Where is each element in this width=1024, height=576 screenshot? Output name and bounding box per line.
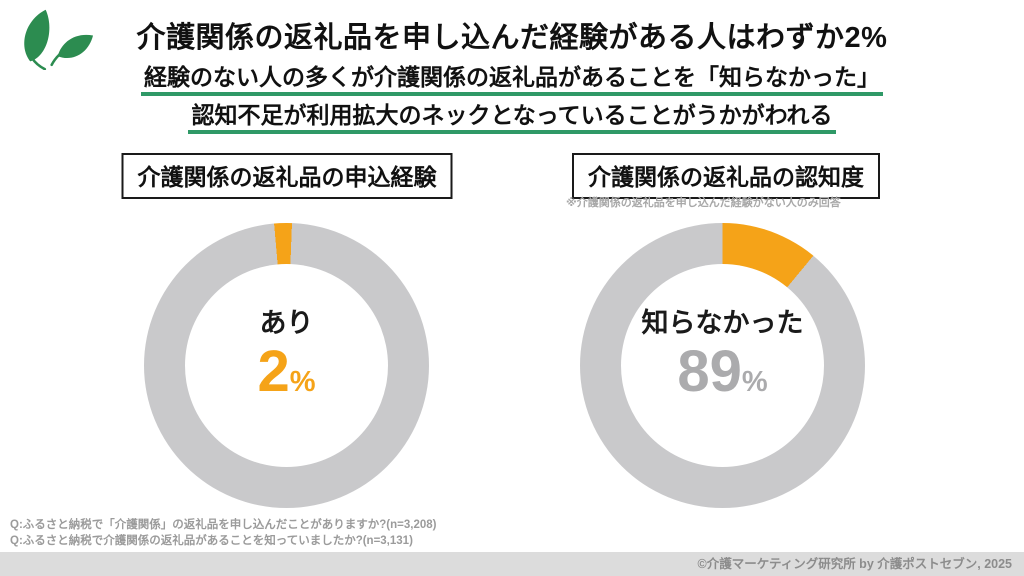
- survey-question-1: Q:ふるさと納税で「介護関係」の返礼品を申し込んだことがありますか?(n=3,2…: [10, 519, 437, 531]
- donut-center-label: 知らなかった: [641, 308, 804, 338]
- donut-chart-awareness: [580, 223, 865, 508]
- donut-center-unit: %: [289, 366, 316, 398]
- chart-title-application-experience: 介護関係の返礼品の申込経験: [121, 153, 453, 199]
- leaf-large-stem: [30, 56, 47, 70]
- page-subtitle: 経験のない人の多くが介護関係の返礼品があることを「知らなかった」 認知不足が利用…: [0, 63, 1024, 139]
- donut-center-value: 2: [257, 339, 290, 404]
- donut-center-value-wrap: 89%: [677, 340, 767, 419]
- subtitle-line-2: 認知不足が利用拡大のネックとなっていることがうかがわれる: [0, 101, 1024, 134]
- donut-center-unit: %: [741, 366, 768, 398]
- chart-title-awareness: 介護関係の返礼品の認知度: [572, 153, 880, 199]
- donut-center-label: あり: [259, 308, 314, 338]
- chart-note-awareness: ※介護関係の返礼品を申し込んだ経験がない人のみ回答: [566, 197, 841, 209]
- leaf-small: [57, 34, 94, 59]
- subtitle-line-1-text: 経験のない人の多くが介護関係の返礼品があることを「知らなかった」: [141, 63, 883, 96]
- donut-center-value: 89: [677, 339, 742, 404]
- footer-bar: ©介護マーケティング研究所 by 介護ポストセブン, 2025: [0, 552, 1024, 576]
- subtitle-line-2-text: 認知不足が利用拡大のネックとなっていることがうかがわれる: [188, 101, 836, 134]
- leaf-small-stem: [50, 53, 61, 67]
- page-title: 介護関係の返礼品を申し込んだ経験がある人はわずか2%: [136, 22, 888, 54]
- donut-center-awareness: 知らなかった 89%: [580, 306, 865, 419]
- copyright-text: ©介護マーケティング研究所 by 介護ポストセブン, 2025: [697, 557, 1013, 571]
- donut-center-value-wrap: 2%: [257, 340, 315, 419]
- subtitle-line-1: 経験のない人の多くが介護関係の返礼品があることを「知らなかった」: [0, 63, 1024, 96]
- donut-hole: [185, 264, 388, 467]
- donut-hole: [621, 264, 824, 467]
- survey-question-2: Q:ふるさと納税で介護関係の返礼品があることを知っていましたか?(n=3,131…: [10, 535, 413, 547]
- donut-chart-application-experience: [144, 223, 429, 508]
- donut-center-application-experience: あり 2%: [144, 306, 429, 419]
- survey-questions: Q:ふるさと納税で「介護関係」の返礼品を申し込んだことがありますか?(n=3,2…: [10, 517, 436, 549]
- leaf-large: [24, 9, 50, 62]
- leaf-logo-icon: [24, 9, 94, 70]
